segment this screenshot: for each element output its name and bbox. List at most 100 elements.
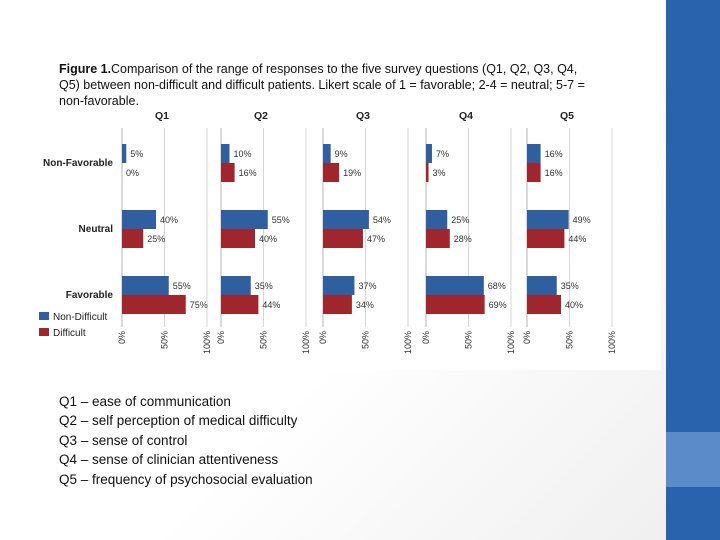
data-label-q5-non-favorable-difficult: 16% [545, 168, 563, 178]
bar-q3-neutral-difficult [323, 229, 363, 248]
figure-caption-line-2: Q5) between non-difficult and difficult … [59, 78, 585, 92]
bar-q5-favorable-non-difficult [527, 276, 557, 295]
tick-label-q2-100: 100% [301, 331, 311, 354]
tick-label-q1-50: 50% [160, 331, 170, 349]
data-label-q3-non-favorable-non-difficult: 9% [335, 149, 348, 159]
bar-q5-neutral-difficult [527, 229, 565, 248]
data-label-q1-non-favorable-non-difficult: 5% [130, 149, 143, 159]
bar-q3-favorable-non-difficult [323, 276, 355, 295]
panel-title-q3: Q3 [356, 110, 370, 122]
data-label-q3-non-favorable-difficult: 19% [343, 168, 361, 178]
bar-q2-neutral-non-difficult [221, 210, 268, 229]
data-label-q4-non-favorable-difficult: 3% [433, 168, 446, 178]
data-label-q3-favorable-difficult: 34% [356, 300, 374, 310]
figure-caption-line-1: Comparison of the range of responses to … [111, 62, 577, 76]
figure-caption-line-3: non-favorable. [59, 94, 139, 108]
bar-q2-non-favorable-difficult [221, 163, 235, 182]
data-label-q2-non-favorable-non-difficult: 10% [234, 149, 252, 159]
legend-swatch-difficult [39, 328, 49, 336]
legend-label-difficult: Difficult [53, 328, 86, 339]
bar-q2-neutral-difficult [221, 229, 255, 248]
bar-q5-non-favorable-non-difficult [527, 144, 541, 163]
tick-label-q1-100: 100% [202, 331, 212, 354]
note-q5: Q5 – frequency of psychosocial evaluatio… [59, 471, 313, 487]
data-label-q4-non-favorable-non-difficult: 7% [436, 149, 449, 159]
bar-q3-non-favorable-non-difficult [323, 144, 331, 163]
tick-label-q5-0: 0% [522, 331, 532, 344]
bar-q4-favorable-non-difficult [426, 276, 484, 295]
bar-q2-non-favorable-non-difficult [221, 144, 230, 163]
tick-label-q4-50: 50% [464, 331, 474, 349]
data-label-q4-favorable-difficult: 69% [489, 300, 507, 310]
tick-label-q3-50: 50% [361, 331, 371, 349]
bar-q1-neutral-difficult [122, 229, 144, 248]
chart-marks: Non-Favorable Neutral Favorable Q1 0% 50% 100%… [43, 110, 617, 354]
data-label-q2-neutral-difficult: 40% [259, 234, 277, 244]
data-label-q5-favorable-non-difficult: 35% [561, 281, 579, 291]
data-label-q2-favorable-non-difficult: 35% [255, 281, 273, 291]
data-label-q4-favorable-non-difficult: 68% [488, 281, 506, 291]
bar-q2-favorable-non-difficult [221, 276, 251, 295]
data-label-q1-favorable-non-difficult: 55% [173, 281, 191, 291]
tick-label-q5-50: 50% [565, 331, 575, 349]
bar-q2-favorable-difficult [221, 295, 259, 314]
tick-label-q2-0: 0% [216, 331, 226, 344]
bar-q4-non-favorable-non-difficult [426, 144, 432, 163]
tick-label-q2-50: 50% [259, 331, 269, 349]
tick-label-q5-100: 100% [607, 331, 617, 354]
bar-q5-non-favorable-difficult [527, 163, 541, 182]
legend-swatch-non-difficult [39, 312, 49, 320]
note-q4: Q4 – sense of clinician attentiveness [59, 452, 279, 468]
bar-q1-favorable-non-difficult [122, 276, 169, 295]
data-label-q3-favorable-non-difficult: 37% [358, 281, 376, 291]
category-label-favorable: Favorable [66, 290, 114, 301]
figure-panel: Figure 1. Comparison of the range of res… [28, 30, 661, 370]
bar-q4-favorable-difficult [426, 295, 485, 314]
data-label-q5-neutral-non-difficult: 49% [573, 215, 591, 225]
category-label-neutral: Neutral [79, 224, 114, 235]
panel-title-q2: Q2 [254, 110, 268, 122]
tick-label-q1-0: 0% [117, 331, 127, 344]
legend-label-non-difficult: Non-Difficult [53, 312, 107, 323]
bar-q3-non-favorable-difficult [323, 163, 340, 182]
data-label-q4-neutral-difficult: 28% [454, 234, 472, 244]
panel-title-q1: Q1 [155, 110, 169, 122]
data-label-q1-neutral-non-difficult: 40% [160, 215, 178, 225]
panel-title-q4: Q4 [459, 110, 473, 122]
data-label-q3-neutral-non-difficult: 54% [373, 215, 391, 225]
data-label-q2-neutral-non-difficult: 55% [272, 215, 290, 225]
data-label-q1-non-favorable-difficult: 0% [126, 168, 139, 178]
sidebar-accent-block [666, 432, 720, 487]
bar-q4-neutral-non-difficult [426, 210, 448, 229]
note-q3: Q3 – sense of control [59, 432, 188, 448]
bar-q4-non-favorable-difficult [426, 163, 429, 182]
tick-label-q4-100: 100% [506, 331, 516, 354]
panel-title-q5: Q5 [560, 110, 574, 122]
bar-q3-favorable-difficult [323, 295, 352, 314]
data-label-q1-favorable-difficult: 75% [190, 300, 208, 310]
bar-q1-non-favorable-non-difficult [122, 144, 127, 163]
data-label-q1-neutral-difficult: 25% [147, 234, 165, 244]
data-label-q5-non-favorable-non-difficult: 16% [545, 149, 563, 159]
bar-q1-neutral-non-difficult [122, 210, 156, 229]
bar-q5-neutral-non-difficult [527, 210, 569, 229]
category-label-non-favorable: Non-Favorable [43, 158, 113, 169]
bar-q3-neutral-non-difficult [323, 210, 369, 229]
tick-label-q3-100: 100% [403, 331, 413, 354]
note-q1: Q1 – ease of communication [59, 394, 231, 409]
data-label-q2-non-favorable-difficult: 16% [239, 168, 257, 178]
tick-label-q3-0: 0% [318, 331, 328, 344]
data-label-q3-neutral-difficult: 47% [367, 234, 385, 244]
question-legend: Q1 – ease of communication Q2 – self per… [59, 392, 313, 489]
bar-q4-neutral-difficult [426, 229, 450, 248]
data-label-q2-favorable-difficult: 44% [262, 300, 280, 310]
bar-q1-favorable-difficult [122, 295, 186, 314]
bar-q5-favorable-difficult [527, 295, 561, 314]
note-q2: Q2 – self perception of medical difficul… [59, 413, 298, 429]
tick-label-q4-0: 0% [421, 331, 431, 344]
data-label-q5-favorable-difficult: 40% [565, 300, 583, 310]
data-label-q4-neutral-non-difficult: 25% [451, 215, 469, 225]
figure-label: Figure 1. [59, 62, 111, 76]
survey-bar-chart: Figure 1. Comparison of the range of res… [39, 62, 617, 354]
data-label-q5-neutral-difficult: 44% [568, 234, 586, 244]
